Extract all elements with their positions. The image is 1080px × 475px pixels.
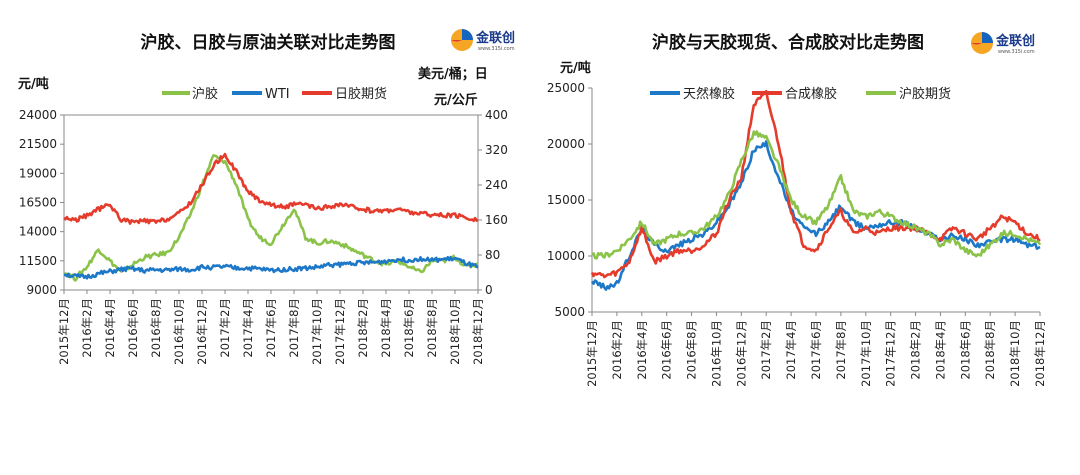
left-y2-ticks: 400 320 240 160 80 0 <box>478 108 508 297</box>
y-tick-label: 9000 <box>26 283 57 297</box>
right-chart-title: 沪胶与天胶现货、合成胶对比走势图 <box>652 32 924 53</box>
x-tick-label: 2016年8月 <box>149 298 163 358</box>
y-tick-label: 15000 <box>547 193 585 207</box>
legend-label-rijiao: 日胶期货 <box>335 86 387 102</box>
x-tick-label: 2017年2月 <box>759 320 773 380</box>
x-tick-label: 2018年12月 <box>471 298 485 365</box>
x-tick-label: 2018年6月 <box>958 320 972 380</box>
x-tick-label: 2018年12月 <box>1033 320 1047 387</box>
y-tick-label: 19000 <box>19 166 57 180</box>
x-tick-label: 2017年6月 <box>264 298 278 358</box>
y-tick-label: 16500 <box>19 196 57 210</box>
left-plot-frame <box>63 114 479 291</box>
x-tick-label: 2017年4月 <box>241 298 255 358</box>
y-tick-label: 24000 <box>19 108 57 122</box>
x-tick-label: 2017年10月 <box>859 320 873 387</box>
series-line-1 <box>63 255 479 280</box>
x-tick-label: 2017年12月 <box>333 298 347 365</box>
y2-tick-label: 240 <box>485 178 508 192</box>
logo-text: 金联创 <box>475 30 515 46</box>
right-x-ticks: 2015年12月 2016年2月 2016年4月 2016年6月 2016年8月 2016… <box>585 312 1047 387</box>
y2-tick-label: 320 <box>485 143 508 157</box>
y-tick-label: 20000 <box>547 137 585 151</box>
x-tick-label: 2016年4月 <box>103 298 117 358</box>
x-tick-label: 2017年12月 <box>884 320 898 387</box>
y-tick-label: 10000 <box>547 249 585 263</box>
series-line-2 <box>591 130 1042 260</box>
series-line-0 <box>590 140 1041 291</box>
right-chart: 沪胶与天胶现货、合成胶对比走势图 金联创 www.315i.com 元/吨 天然… <box>547 32 1047 387</box>
x-tick-label: 2016年10月 <box>172 298 186 365</box>
left-series-lines <box>63 152 479 282</box>
left-chart-title: 沪胶、日胶与原油关联对比走势图 <box>141 32 396 53</box>
series-line-0 <box>63 154 479 282</box>
y2-tick-label: 80 <box>485 248 500 262</box>
legend-label-futures: 沪胶期货 <box>899 86 951 102</box>
x-tick-label: 2018年10月 <box>448 298 462 365</box>
legend-label-natural: 天然橡胶 <box>683 86 735 102</box>
x-tick-label: 2017年2月 <box>218 298 232 358</box>
legend-label-synthetic: 合成橡胶 <box>785 86 837 102</box>
left-x-ticks: 2015年12月 2016年2月 2016年4月 2016年6月 2016年8月 2016… <box>57 290 485 365</box>
x-tick-label: 2016年10月 <box>709 320 723 387</box>
right-y-ticks: 25000 20000 15000 10000 5000 <box>547 81 592 319</box>
y-tick-label: 11500 <box>19 254 57 268</box>
legend-label-hujiao: 沪胶 <box>192 86 218 102</box>
right-y-label: 元/吨 <box>560 60 591 76</box>
x-tick-label: 2016年6月 <box>126 298 140 358</box>
logo-url: www.315i.com <box>478 46 515 52</box>
x-tick-label: 2017年8月 <box>834 320 848 380</box>
x-tick-label: 2015年12月 <box>585 320 599 387</box>
series-line-1 <box>590 89 1041 279</box>
x-tick-label: 2018年8月 <box>983 320 997 380</box>
x-tick-label: 2016年6月 <box>660 320 674 380</box>
left-y-label: 元/吨 <box>18 76 49 92</box>
x-tick-label: 2017年10月 <box>310 298 324 365</box>
x-tick-label: 2018年6月 <box>402 298 416 358</box>
logo-text: 金联创 <box>995 33 1035 49</box>
y-tick-label: 25000 <box>547 81 585 95</box>
logo-icon <box>971 32 993 54</box>
right-series-lines <box>590 89 1042 291</box>
logo-icon <box>451 29 473 51</box>
x-tick-label: 2016年4月 <box>635 320 649 380</box>
x-tick-label: 2016年2月 <box>610 320 624 380</box>
x-tick-label: 2016年2月 <box>80 298 94 358</box>
x-tick-label: 2018年2月 <box>356 298 370 358</box>
left-logo: 金联创 www.315i.com <box>451 29 515 52</box>
y-tick-label: 14000 <box>19 225 57 239</box>
left-y2-label-line1: 美元/桶；日 <box>418 66 488 82</box>
x-tick-label: 2016年8月 <box>685 320 699 380</box>
x-tick-label: 2017年4月 <box>784 320 798 380</box>
x-tick-label: 2016年12月 <box>734 320 748 387</box>
y2-tick-label: 0 <box>485 283 493 297</box>
y2-tick-label: 160 <box>485 213 508 227</box>
x-tick-label: 2018年8月 <box>425 298 439 358</box>
x-tick-label: 2015年12月 <box>57 298 71 365</box>
series-line-2 <box>63 152 479 225</box>
y-tick-label: 5000 <box>554 305 585 319</box>
legend-label-wti: WTI <box>265 87 290 102</box>
x-tick-label: 2018年10月 <box>1008 320 1022 387</box>
right-logo: 金联创 www.315i.com <box>971 32 1035 55</box>
x-tick-label: 2018年4月 <box>933 320 947 380</box>
y-tick-label: 21500 <box>19 137 57 151</box>
right-legend: 天然橡胶 合成橡胶 沪胶期货 <box>650 86 951 102</box>
left-y2-label-line2: 元/公斤 <box>434 92 478 108</box>
logo-url: www.315i.com <box>998 49 1035 55</box>
x-tick-label: 2017年6月 <box>809 320 823 380</box>
x-tick-label: 2017年8月 <box>287 298 301 358</box>
left-chart: 沪胶、日胶与原油关联对比走势图 金联创 www.315i.com 元/吨 美元/… <box>18 29 515 365</box>
x-tick-label: 2018年4月 <box>379 298 393 358</box>
x-tick-label: 2018年2月 <box>909 320 923 380</box>
left-legend: 沪胶 WTI 日胶期货 <box>162 86 387 102</box>
y2-tick-label: 400 <box>485 108 508 122</box>
x-tick-label: 2016年12月 <box>195 298 209 365</box>
left-y-ticks: 24000 21500 19000 16500 14000 11500 9000 <box>19 108 64 297</box>
